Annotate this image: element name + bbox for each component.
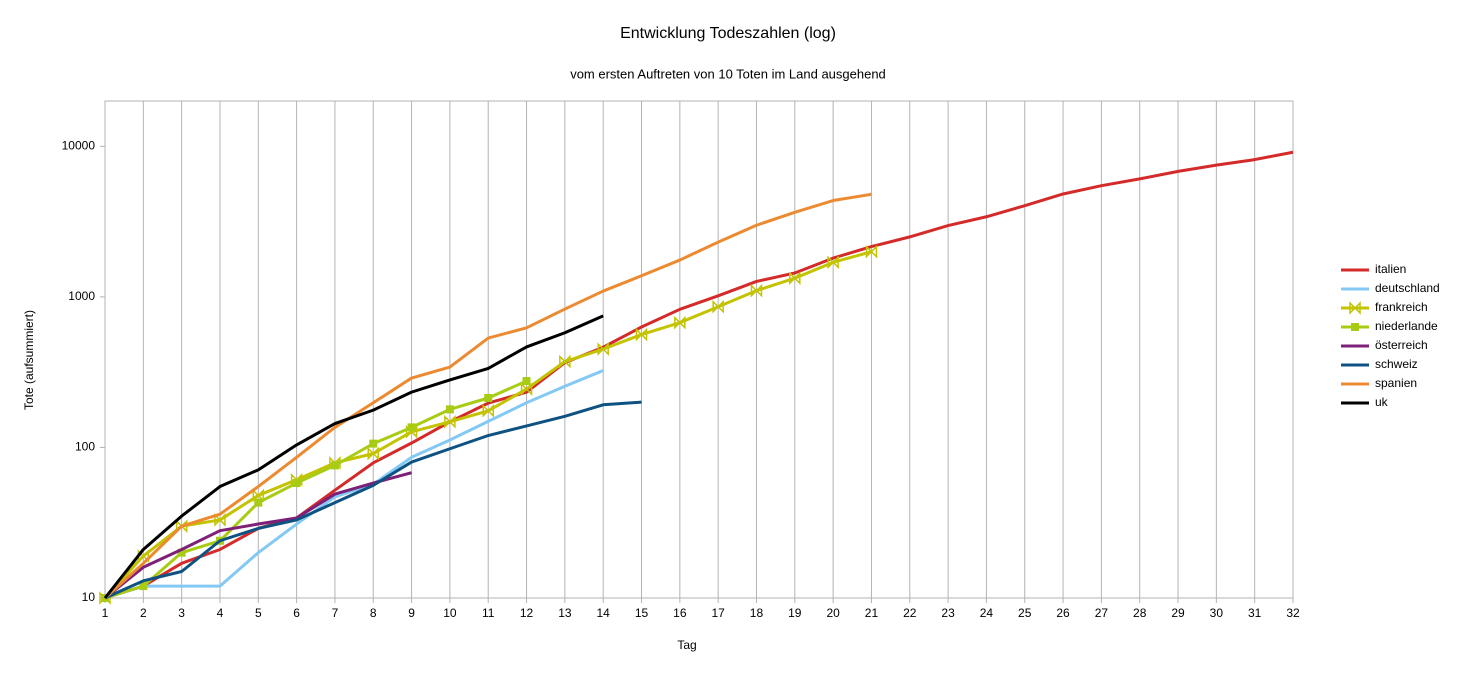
x-tick-label: 3 [178,606,185,620]
legend-label: italien [1375,262,1406,276]
x-tick-label: 29 [1171,606,1185,620]
marker [750,283,763,298]
x-tick-label: 16 [673,606,687,620]
x-tick-label: 7 [332,606,339,620]
x-tick-label: 8 [370,606,377,620]
x-tick-label: 4 [217,606,224,620]
x-tick-label: 6 [293,606,300,620]
line [104,400,642,600]
x-tick-label: 23 [941,606,955,620]
x-tick-label: 5 [255,606,262,620]
x-tick-label: 25 [1018,606,1032,620]
chart-subtitle: vom ersten Auftreten von 10 Toten im Lan… [570,66,886,81]
legend-label: österreich [1375,338,1428,352]
line [104,369,604,600]
marker [330,461,339,470]
marker [1349,301,1361,315]
line [103,192,872,600]
x-tick-label: 31 [1248,606,1262,620]
marker [522,377,531,386]
legend-label: niederlande [1375,319,1438,333]
legend-label: spanien [1375,376,1417,390]
x-tick-label: 24 [980,606,994,620]
chart-title: Entwicklung Todeszahlen (log) [620,25,836,42]
y-tick-label: 10 [82,590,96,604]
marker [635,327,648,342]
legend-label: uk [1375,395,1389,409]
x-tick-label: 12 [520,606,534,620]
marker [407,423,416,432]
x-tick-label: 17 [711,606,725,620]
marker [597,342,609,356]
y-tick-label: 10000 [62,138,96,152]
marker [789,271,801,285]
x-tick-label: 20 [826,606,840,620]
marker [369,439,378,448]
legend-label: frankreich [1375,300,1428,314]
line [104,150,1294,600]
x-tick-label: 32 [1286,606,1300,620]
marker [827,255,839,270]
x-tick-label: 18 [750,606,764,620]
marker [445,405,454,414]
marker [405,425,418,439]
marker [367,446,380,461]
line [104,471,412,600]
marker [520,382,533,396]
marker [252,488,265,503]
marker [674,315,686,330]
x-tick-label: 28 [1133,606,1147,620]
marker [484,394,493,403]
marker [175,519,188,533]
x-axis-label: Tag [677,638,696,652]
legend-label: deutschland [1375,281,1440,295]
marker [214,513,226,527]
marker [177,548,186,557]
x-tick-label: 14 [597,606,611,620]
marker [712,299,724,314]
x-tick-label: 11 [482,606,495,620]
x-tick-label: 27 [1095,606,1109,620]
legend-label: schweiz [1375,357,1418,371]
x-tick-label: 9 [408,606,415,620]
marker [139,582,148,591]
marker [254,498,263,507]
x-tick-label: 22 [903,606,917,620]
line [104,379,528,600]
marker [482,404,494,418]
marker [292,479,301,488]
marker [865,244,878,259]
x-tick-label: 30 [1210,606,1224,620]
y-axis-label: Tote (aufsummiert) [22,310,36,410]
x-tick-label: 26 [1056,606,1070,620]
x-tick-label: 2 [140,606,147,620]
x-tick-label: 19 [788,606,802,620]
marker [1351,323,1359,331]
x-tick-label: 1 [102,606,109,620]
y-tick-label: 1000 [68,289,95,303]
x-tick-label: 10 [443,606,457,620]
x-tick-label: 15 [635,606,649,620]
x-tick-label: 13 [558,606,572,620]
x-tick-label: 21 [865,606,879,620]
marker [444,414,456,429]
line [103,314,604,599]
y-tick-label: 100 [75,440,95,454]
marker [559,354,571,369]
